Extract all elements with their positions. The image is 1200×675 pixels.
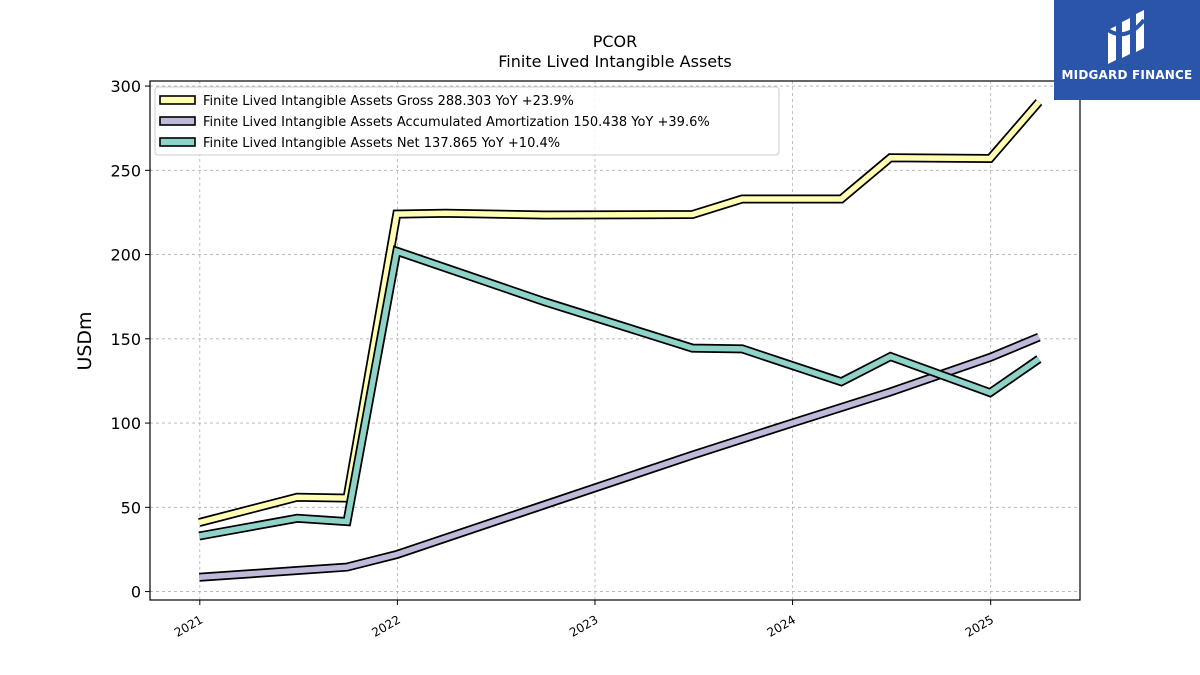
y-axis-label: USDm: [74, 311, 96, 370]
y-tick-label: 150: [110, 330, 141, 349]
x-tick-label: 2025: [963, 612, 996, 639]
x-tick-label: 2024: [765, 612, 798, 639]
legend: Finite Lived Intangible Assets Gross 288…: [154, 86, 780, 156]
y-tick-label: 250: [110, 161, 141, 180]
x-tick-label: 2023: [567, 612, 600, 639]
y-tick-label: 200: [110, 246, 141, 265]
chart-title: PCOR: [593, 32, 638, 51]
grid-lines: [150, 81, 1080, 600]
series-layer: [198, 99, 1043, 582]
legend-swatch: [159, 137, 196, 147]
y-tick-label: 100: [110, 414, 141, 433]
logo-mark-icon: [1106, 10, 1146, 64]
legend-entry-label: Finite Lived Intangible Assets Net 137.8…: [203, 136, 560, 151]
x-tick-label: 2022: [369, 612, 402, 639]
legend-box: [154, 86, 780, 156]
y-tick-label: 0: [131, 583, 141, 602]
legend-entry-label: Finite Lived Intangible Assets Gross 288…: [203, 94, 574, 109]
plot-frame: [149, 80, 1081, 601]
series-line-finite-lived-intangible-assets-net: [198, 247, 1041, 539]
x-tick-label: 2021: [172, 612, 205, 639]
y-tick-label: 300: [110, 77, 141, 96]
x-axis: 2021 2022 2023 2024 2025: [172, 600, 996, 640]
legend-entry-label: Finite Lived Intangible Assets Accumulat…: [203, 115, 710, 130]
chart-subtitle: Finite Lived Intangible Assets: [498, 52, 731, 71]
midgard-finance-logo: MIDGARD FINANCE: [1054, 0, 1200, 100]
y-axis: 0 50 100 150 200 250 300: [110, 77, 150, 602]
series-line-finite-lived-intangible-assets-gross: [198, 100, 1041, 526]
series-outline-finite-lived-intangible-assets-gross: [198, 99, 1043, 527]
y-tick-label: 50: [121, 498, 141, 517]
logo-text: MIDGARD FINANCE: [1061, 68, 1193, 82]
legend-swatch: [159, 116, 196, 126]
legend-swatch: [159, 95, 196, 105]
series-line-finite-lived-intangible-assets-accumulated-amortization: [199, 334, 1040, 581]
series-outline-finite-lived-intangible-assets-accumulated-amortization: [198, 332, 1041, 582]
